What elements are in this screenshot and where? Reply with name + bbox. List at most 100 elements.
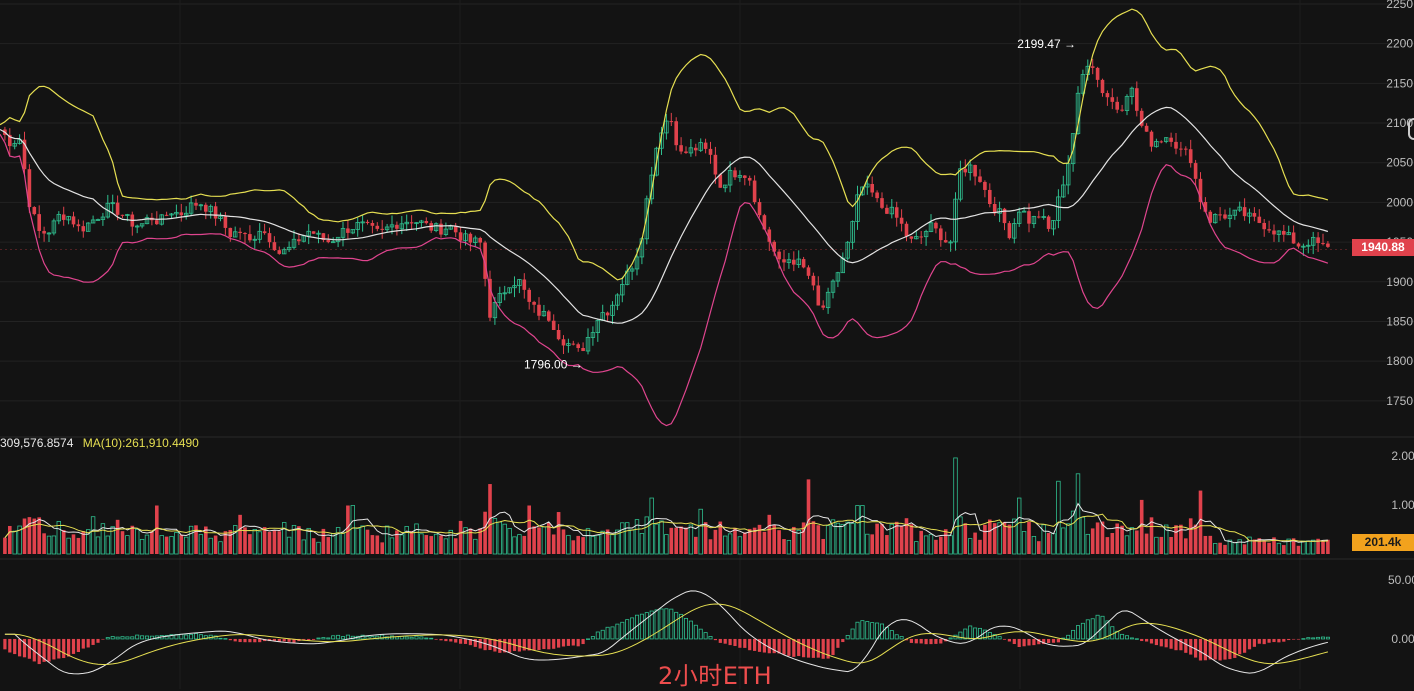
candle-body (1027, 211, 1031, 224)
macd-bar (316, 637, 321, 640)
candle-body (188, 202, 194, 214)
volume-bar (973, 532, 977, 554)
volume-bar (66, 537, 71, 555)
candle-body (757, 202, 762, 216)
volume-bar (1120, 525, 1124, 554)
volume-bar (983, 524, 987, 554)
macd-tick-label: 50.00 (1388, 573, 1414, 587)
candle-body (590, 332, 596, 338)
macd-bar (1267, 638, 1271, 643)
candle-body (1316, 237, 1320, 244)
macd-bar (782, 638, 786, 655)
candle-body (1321, 243, 1325, 245)
volume-bar (1041, 524, 1046, 555)
candle-body (198, 204, 204, 207)
macd-bar (537, 638, 541, 651)
volume-bar (718, 521, 723, 554)
macd-bar (444, 638, 448, 642)
chart-settings-icon[interactable] (1408, 118, 1414, 140)
volume-bar (914, 541, 919, 555)
macd-bar (708, 636, 713, 640)
candle-body (56, 214, 61, 222)
volume-bar (997, 522, 1002, 555)
macd-bar (1238, 638, 1242, 655)
candle-body (1291, 232, 1296, 244)
macd-bar (919, 638, 923, 644)
candle-body (605, 312, 610, 316)
volume-bar (1262, 540, 1266, 554)
candle-body (1198, 178, 1203, 202)
volume-bar (1110, 533, 1115, 554)
macd-bar (120, 636, 125, 640)
candle-body (1188, 149, 1193, 164)
macd-bar (1037, 638, 1041, 645)
volume-bar (144, 534, 150, 555)
macd-bar (552, 638, 556, 649)
volume-bar (248, 534, 252, 554)
volume-bar (301, 539, 306, 555)
price-tick-label: 2050.00 (1386, 156, 1414, 170)
price-tick-label: 2000.00 (1386, 195, 1414, 209)
candle-body (644, 198, 649, 240)
volume-bar (42, 533, 46, 554)
volume-bar (576, 535, 580, 554)
candle-body (1139, 110, 1144, 126)
candle-body (262, 231, 267, 234)
candle-body (547, 311, 551, 321)
volume-bar (243, 527, 247, 554)
macd-bar (1311, 637, 1316, 640)
candle-body (923, 231, 929, 238)
volume-bar (272, 530, 277, 554)
macd-bar (345, 634, 350, 640)
candle-body (463, 233, 468, 242)
volume-bar (1100, 521, 1105, 554)
candle-body (208, 205, 213, 213)
candle-body (576, 344, 580, 348)
candle-body (144, 217, 150, 225)
macd-bar (664, 608, 669, 640)
macd-bar (1213, 638, 1217, 660)
macd-bar (860, 620, 865, 640)
macd-bar (110, 636, 115, 640)
candle-body (164, 214, 169, 216)
volume-bar (8, 525, 12, 554)
macd-bar (576, 638, 580, 647)
macd-bar (792, 638, 796, 657)
volume-bar (326, 537, 331, 554)
volume-bar (928, 533, 934, 555)
candle-body (1227, 214, 1233, 219)
candle-body (629, 268, 635, 272)
candle-body (1007, 223, 1012, 239)
volume-bar (150, 531, 154, 554)
macd-bar (797, 638, 801, 657)
macd-bar (1012, 638, 1016, 645)
macd-bar (566, 638, 570, 646)
candle-body (581, 347, 585, 352)
macd-bar (1179, 638, 1183, 651)
macd-bar (1125, 635, 1130, 640)
macd-bar (340, 636, 345, 640)
volume-bar (679, 526, 683, 554)
candle-body (835, 272, 841, 282)
price-tick-label: 1900.00 (1386, 275, 1414, 289)
macd-bar (527, 638, 531, 651)
macd-bar (728, 638, 732, 646)
macd-bar (561, 638, 566, 647)
volume-bar (694, 536, 698, 554)
candle-body (870, 183, 874, 193)
candle-body (708, 148, 713, 155)
macd-bar (865, 621, 870, 640)
volume-bar (875, 523, 879, 554)
candle-body (522, 279, 527, 290)
macd-bar (1228, 638, 1232, 660)
volume-bar (703, 522, 708, 554)
candle-body (713, 154, 718, 175)
candle-body (1213, 214, 1218, 224)
volume-bar (767, 514, 772, 554)
volume-panel (3, 457, 1330, 555)
volume-bar (125, 535, 130, 555)
candle-body (439, 223, 443, 235)
macd-bar (1321, 636, 1326, 640)
macd-bar (1149, 638, 1154, 644)
